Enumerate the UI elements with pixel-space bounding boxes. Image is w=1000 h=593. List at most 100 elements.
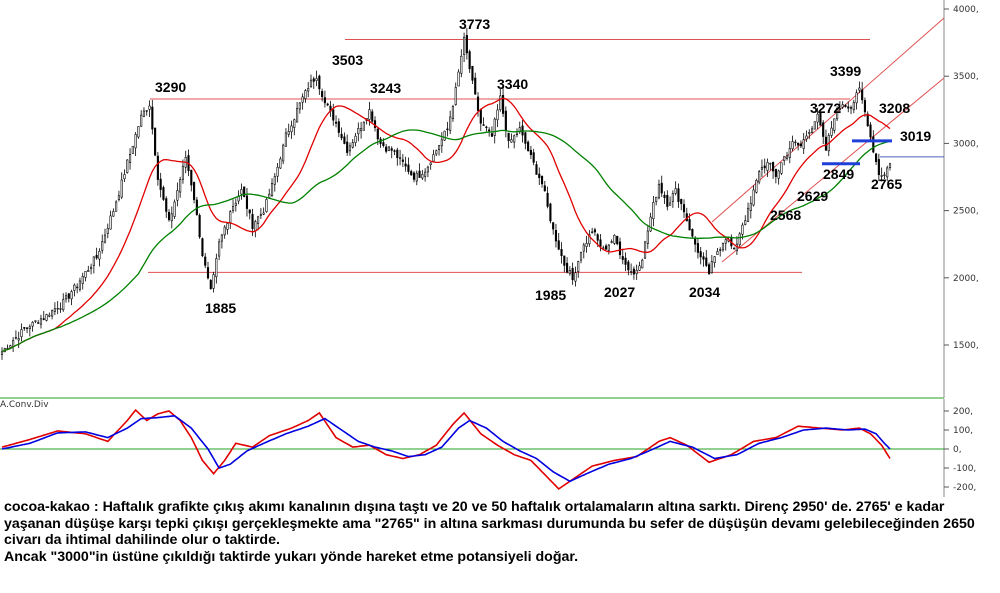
candle-body	[741, 224, 744, 235]
candle-body	[390, 148, 393, 151]
candle-body	[128, 154, 132, 163]
candle-body	[855, 92, 858, 104]
candle-body	[407, 164, 410, 172]
candle-body	[418, 170, 421, 178]
candle-body	[421, 174, 424, 179]
candle-body	[198, 215, 201, 238]
candle-body	[37, 322, 40, 324]
candle-body	[535, 164, 538, 175]
candle-body	[368, 109, 371, 120]
candle-body	[641, 259, 644, 269]
candle-body	[716, 251, 719, 255]
price-annotation: 2629	[797, 188, 828, 204]
candle-body	[254, 221, 257, 232]
candle-body	[788, 148, 791, 158]
candle-body	[568, 270, 571, 274]
candle-body	[847, 106, 850, 109]
candle-body	[396, 149, 399, 159]
candle-body	[404, 163, 407, 167]
candle-body	[154, 127, 157, 156]
candle-body	[663, 194, 666, 199]
candle-body	[877, 159, 880, 176]
price-tick-label: 1500,	[953, 341, 979, 351]
candle-body	[376, 128, 379, 140]
candle-body	[529, 149, 532, 155]
candle-body	[540, 175, 544, 185]
candle-body	[596, 234, 599, 241]
candle-body	[218, 241, 221, 257]
candle-body	[332, 109, 335, 121]
candle-body	[270, 182, 274, 197]
price-annotation: 1885	[205, 300, 236, 316]
candle-body	[298, 102, 301, 110]
candle-body	[0, 351, 4, 355]
oscillator-tick-label: 100,	[953, 426, 973, 436]
candle-body	[635, 269, 638, 275]
candle-body	[738, 233, 741, 246]
candle-body	[326, 103, 329, 106]
candle-body	[296, 108, 299, 123]
candle-body	[226, 223, 229, 230]
candle-body	[819, 112, 822, 126]
candle-body	[655, 196, 658, 202]
price-tick-label: 2000,	[953, 274, 979, 284]
oscillator-tick-label: 200,	[953, 407, 973, 417]
oscillator-blue-line	[1, 414, 891, 483]
candle-body	[357, 128, 360, 135]
candle-body	[552, 222, 555, 230]
candle-body	[443, 130, 446, 141]
candle-body	[179, 179, 182, 193]
candle-body	[682, 204, 686, 213]
candle-body	[582, 244, 585, 252]
candle-body	[513, 135, 516, 143]
candle-body	[863, 100, 867, 113]
candle-body	[323, 97, 326, 104]
candle-body	[273, 176, 276, 185]
candle-body	[680, 199, 683, 204]
candle-body	[699, 251, 702, 258]
candle-body	[719, 249, 722, 251]
candle-body	[474, 77, 477, 95]
candle-body	[794, 141, 797, 144]
candle-body	[852, 102, 855, 110]
candle-body	[120, 179, 123, 198]
candle-body	[451, 106, 455, 119]
candle-body	[646, 230, 649, 244]
candle-body	[446, 128, 449, 131]
candle-body	[243, 186, 246, 197]
candle-body	[866, 113, 869, 127]
candle-body	[515, 133, 519, 136]
candle-body	[752, 189, 755, 206]
candle-body	[599, 239, 602, 247]
candle-body	[123, 174, 126, 180]
candle-body	[59, 308, 62, 310]
candle-body	[560, 249, 563, 256]
candle-body	[410, 171, 413, 176]
candle-body	[465, 35, 468, 54]
candle-body	[70, 291, 73, 300]
candle-body	[777, 170, 780, 179]
candle-body	[791, 141, 794, 150]
price-annotation: 2034	[689, 284, 720, 300]
candle-body	[103, 234, 107, 243]
candle-body	[669, 202, 672, 206]
candle-body	[713, 256, 716, 263]
candle-body	[449, 116, 452, 131]
candle-body	[616, 235, 619, 245]
price-annotation: 3290	[155, 79, 186, 95]
candle-body	[674, 188, 677, 194]
candle-body	[229, 211, 232, 223]
candle-body	[429, 162, 432, 166]
candle-body	[694, 237, 697, 245]
candle-body	[435, 150, 438, 155]
candle-body	[888, 163, 892, 168]
candle-body	[173, 201, 176, 217]
candle-body	[744, 220, 747, 225]
candle-body	[165, 198, 168, 212]
candle-body	[351, 142, 354, 148]
candle-body	[259, 214, 262, 216]
candle-body	[460, 55, 463, 74]
candle-body	[315, 78, 318, 81]
candle-body	[799, 143, 802, 147]
moving-averages	[1, 97, 891, 353]
